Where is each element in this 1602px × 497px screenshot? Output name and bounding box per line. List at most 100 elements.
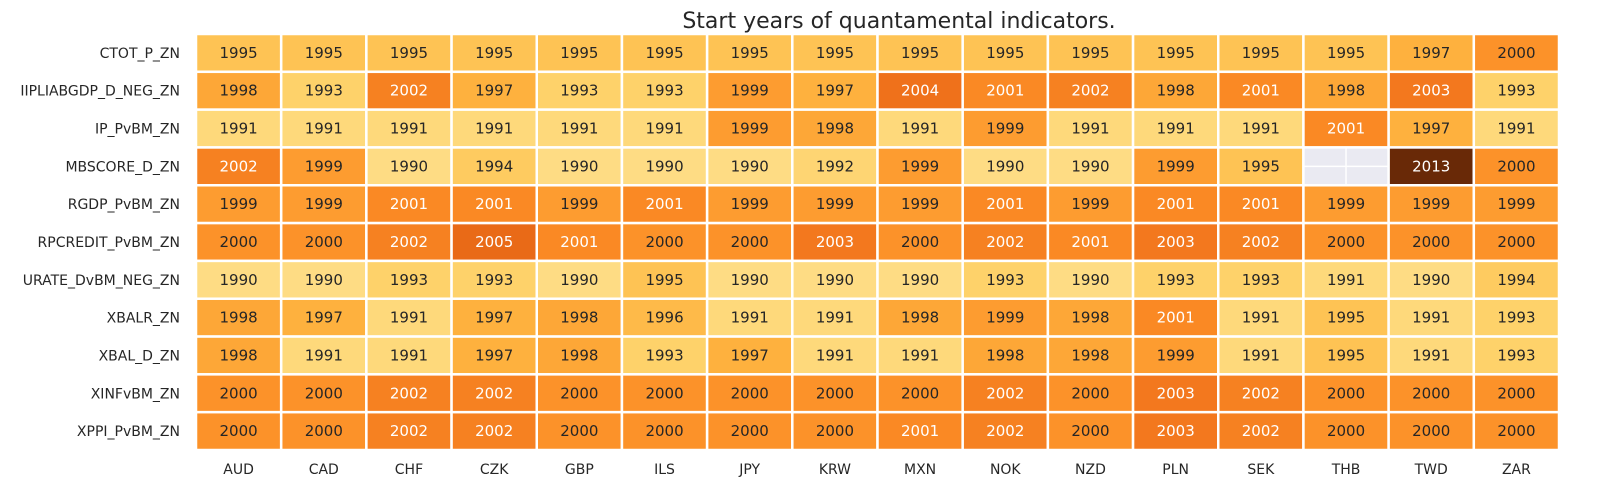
cell-value-label: 1990 [986, 157, 1024, 175]
cell-value-label: 2001 [1157, 309, 1195, 327]
cell-value-label: 1998 [986, 346, 1024, 364]
heatmap-cell-mbscore-d-zn-zar [1472, 146, 1561, 187]
cell-value-label: 1998 [1071, 346, 1109, 364]
cell-value-label: 1991 [390, 309, 428, 327]
heatmap-cell-rpcredit-pvbm-zn-nzd [1046, 221, 1135, 263]
cell-value-label: 1993 [645, 346, 683, 364]
heatmap-cell-xbal-d-zn-aud [194, 335, 283, 376]
cell-value-label: 2001 [1071, 233, 1109, 251]
cell-value-label: 1998 [901, 309, 939, 327]
heatmap-cell-mbscore-d-zn-twd [1387, 146, 1476, 187]
cell-value-label: 2000 [1412, 422, 1450, 440]
heatmap-cell-rgdp-pvbm-zn-thb [1302, 184, 1390, 225]
heatmap-cell-iipliabgdp-d-neg-zn-aud [194, 70, 283, 111]
cell-value-label: 2000 [220, 233, 258, 251]
cell-value-label: 1997 [475, 346, 513, 364]
heatmap-cell-urate-dvbm-neg-zn-ils [620, 259, 709, 300]
cell-value-label: 1999 [1157, 346, 1195, 364]
column-label-mxn: MXN [904, 462, 936, 478]
cell-value-label: 1997 [1412, 44, 1450, 62]
column-label-pln: PLN [1162, 462, 1189, 478]
cell-value-label: 1994 [1497, 271, 1535, 289]
cell-value-label: 1995 [475, 44, 513, 62]
cell-value-label: 1997 [1412, 120, 1450, 138]
cell-value-label: 2002 [475, 422, 513, 440]
cell-value-label: 1999 [901, 195, 939, 213]
cell-value-label: 1991 [1242, 346, 1280, 364]
cell-value-label: 1999 [1412, 195, 1450, 213]
heatmap-cell-mbscore-d-zn-cad [279, 146, 368, 187]
cell-value-label: 2000 [731, 422, 769, 440]
cell-value-label: 2000 [1327, 422, 1365, 440]
cell-value-label: 1998 [220, 309, 258, 327]
cell-value-label: 1990 [1412, 271, 1450, 289]
cell-value-label: 1990 [220, 271, 258, 289]
cell-value-label: 1991 [1071, 120, 1109, 138]
heatmap-cell-ip-pvbm-zn-gbp [535, 108, 624, 149]
cell-value-label: 1991 [475, 120, 513, 138]
column-label-nok: NOK [990, 462, 1021, 478]
heatmap-cell-xppi-pvbm-zn-zar [1472, 410, 1561, 452]
cell-value-label: 1995 [816, 44, 854, 62]
cell-value-label: 1995 [1242, 157, 1280, 175]
cell-value-label: 2000 [1071, 422, 1109, 440]
heatmap-cell-mbscore-d-zn-chf [365, 146, 453, 187]
column-label-cad: CAD [309, 462, 339, 478]
cell-value-label: 2002 [1242, 422, 1280, 440]
heatmap-cell-rgdp-pvbm-zn-gbp [535, 184, 624, 225]
column-label-twd: TWD [1414, 462, 1448, 478]
cell-value-label: 2000 [220, 422, 258, 440]
row-label-mbscore-d-zn: MBSCORE_D_ZN [65, 159, 180, 175]
cell-value-label: 2001 [475, 195, 513, 213]
heatmap-cell-xbalr-zn-aud [194, 297, 283, 338]
cell-value-label: 1995 [1242, 44, 1280, 62]
cell-value-label: 1997 [475, 82, 513, 100]
cell-value-label: 1991 [305, 346, 343, 364]
heatmap-cell-xbalr-zn-czk [450, 297, 538, 338]
cell-value-label: 2001 [1242, 195, 1280, 213]
cell-value-label: 2001 [986, 195, 1024, 213]
heatmap-cell-xbal-d-zn-twd [1387, 335, 1476, 376]
cell-value-label: 2001 [1157, 195, 1195, 213]
cell-value-label: 1993 [390, 271, 428, 289]
heatmap-cell-urate-dvbm-neg-zn-mxn [876, 259, 964, 300]
cell-value-label: 1997 [816, 82, 854, 100]
cell-value-label: 1997 [305, 309, 343, 327]
cell-value-label: 1993 [305, 82, 343, 100]
row-label-rgdp-pvbm-zn: RGDP_PvBM_ZN [68, 197, 180, 213]
cell-value-label: 1998 [220, 82, 258, 100]
cell-value-label: 1995 [1157, 44, 1195, 62]
column-label-thb: THB [1331, 462, 1361, 478]
heatmap-cell-xppi-pvbm-zn-mxn [876, 410, 964, 452]
cell-value-label: 2000 [1412, 384, 1450, 402]
cell-value-label: 1998 [1157, 82, 1195, 100]
heatmap-cell-xppi-pvbm-zn-sek [1217, 410, 1305, 452]
cell-value-label: 1990 [1071, 271, 1109, 289]
heatmap-cell-rgdp-pvbm-zn-zar [1472, 184, 1561, 225]
cell-value-label: 1993 [1497, 309, 1535, 327]
cell-value-label: 1992 [816, 157, 854, 175]
cell-value-label: 1991 [816, 346, 854, 364]
cell-value-label: 2000 [1327, 233, 1365, 251]
cell-value-label: 1990 [731, 271, 769, 289]
column-label-ils: ILS [654, 462, 675, 478]
heatmap-cell-xbal-d-zn-cad [279, 335, 368, 376]
cell-value-label: 1990 [1071, 157, 1109, 175]
heatmap-cell-iipliabgdp-d-neg-zn-chf [365, 70, 453, 111]
cell-value-label: 1991 [816, 309, 854, 327]
cell-value-label: 1995 [986, 44, 1024, 62]
heatmap-cell-rgdp-pvbm-zn-chf [365, 184, 453, 225]
heatmap-cell-xbal-d-zn-krw [791, 335, 879, 376]
heatmap-cell-ip-pvbm-zn-zar [1472, 108, 1561, 149]
cell-value-label: 1991 [1327, 271, 1365, 289]
cell-value-label: 2000 [901, 384, 939, 402]
cell-value-label: 1995 [1071, 44, 1109, 62]
heatmap-cell-urate-dvbm-neg-zn-pln [1131, 259, 1220, 300]
cell-value-label: 2002 [475, 384, 513, 402]
cell-value-label: 1999 [305, 157, 343, 175]
cell-value-label: 2001 [901, 422, 939, 440]
cell-value-label: 1999 [986, 309, 1024, 327]
cell-value-label: 1995 [901, 44, 939, 62]
column-label-czk: CZK [480, 462, 509, 478]
